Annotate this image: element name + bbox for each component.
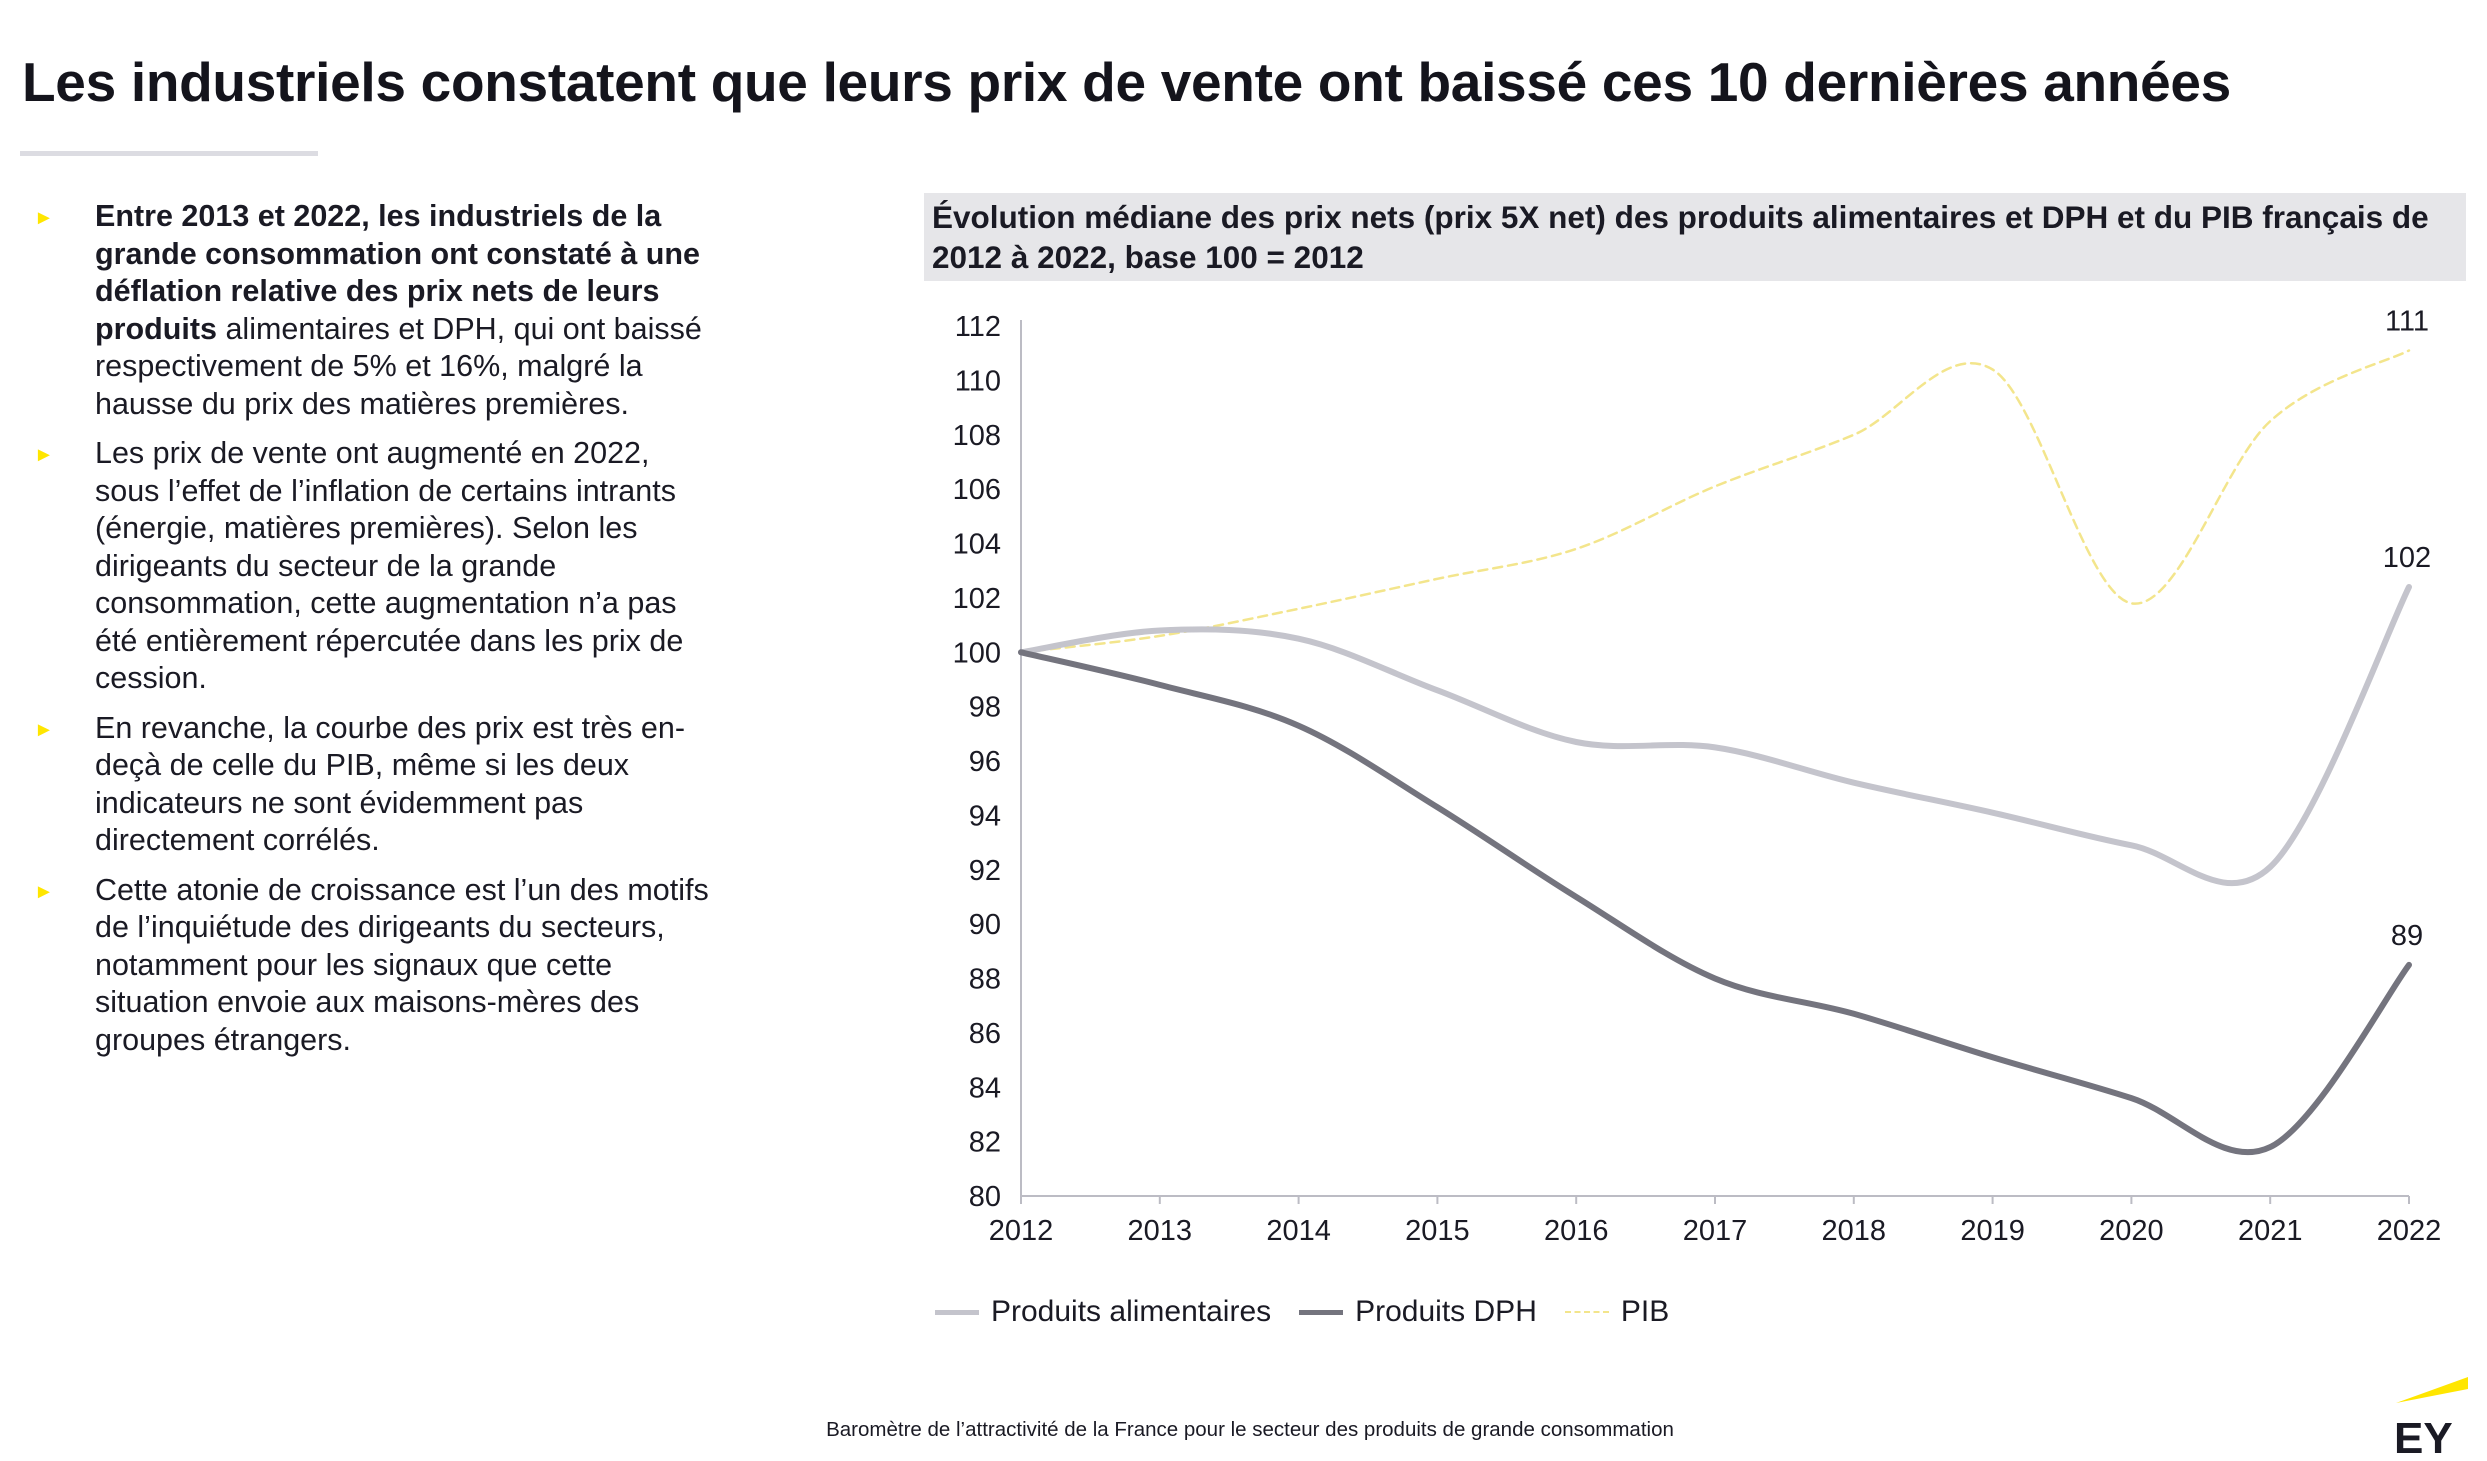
x-tick-label: 2013 — [1128, 1215, 1193, 1247]
x-tick-label: 2014 — [1266, 1215, 1331, 1247]
ey-logo-text: EY — [2394, 1414, 2453, 1457]
legend-label: Produits alimentaires — [991, 1295, 1272, 1328]
x-tick-label: 2022 — [2377, 1215, 2442, 1247]
legend-item: PIB — [1564, 1295, 1670, 1329]
footer-source: Baromètre de l’attractivité de la France… — [826, 1418, 1674, 1441]
x-tick-label: 2020 — [2099, 1215, 2164, 1247]
x-tick-label: 2016 — [1544, 1215, 1609, 1247]
y-tick-label: 110 — [955, 365, 1001, 397]
legend-swatch — [1564, 1311, 1609, 1313]
y-tick-label: 80 — [969, 1181, 1001, 1213]
x-tick-label: 2015 — [1405, 1215, 1470, 1247]
chart-title: Évolution médiane des prix nets (prix 5X… — [932, 199, 2429, 275]
series-line-pib — [1019, 349, 2411, 654]
y-tick-label: 84 — [969, 1072, 1001, 1104]
legend-swatch — [935, 1309, 979, 1315]
legend-swatch — [1299, 1309, 1344, 1315]
legend-item: Produits DPH — [1299, 1295, 1537, 1329]
bullet-arrow-icon: ► — [34, 718, 54, 741]
chart-title-box: Évolution médiane des prix nets (prix 5X… — [924, 193, 2466, 281]
y-tick-label: 82 — [969, 1127, 1001, 1159]
y-tick-label: 108 — [953, 420, 1001, 452]
bullet-bold-text: Entre 2013 et 2022, les industriels de l… — [95, 199, 700, 346]
ey-logo: EY — [2394, 1377, 2468, 1457]
bullet-text: Cette atonie de croissance est l’un des … — [95, 872, 709, 1057]
legend-label: Produits DPH — [1355, 1295, 1537, 1328]
y-tick-label: 112 — [955, 311, 1001, 343]
bullet-item: ► Cette atonie de croissance est l’un des… — [28, 872, 718, 1060]
bullet-arrow-icon: ► — [34, 880, 54, 903]
slide-title: Les industriels constatent que leurs pri… — [22, 51, 2231, 113]
end-value-label: 111 — [2385, 305, 2429, 337]
bullet-text: Les prix de vente ont augmenté en 2022, … — [95, 436, 684, 695]
y-tick-label: 94 — [969, 800, 1001, 832]
x-tick-label: 2018 — [1822, 1215, 1887, 1247]
end-value-label: 102 — [2383, 542, 2431, 574]
x-tick-label: 2021 — [2238, 1215, 2303, 1247]
chart-legend: Produits alimentaires Produits DPH PIB — [935, 1292, 1697, 1332]
title-underline — [20, 151, 318, 156]
y-tick-label: 92 — [969, 855, 1001, 887]
bullet-arrow-icon: ► — [34, 207, 54, 229]
y-tick-label: 100 — [953, 637, 1001, 669]
series-line-produits-dph — [1018, 649, 2412, 1156]
end-value-label: 89 — [2391, 920, 2423, 952]
y-tick-label: 88 — [969, 964, 1001, 996]
x-tick-label: 2012 — [989, 1215, 1054, 1247]
legend-item: Produits alimentaires — [935, 1295, 1271, 1329]
y-tick-label: 104 — [953, 529, 1001, 561]
y-tick-label: 106 — [953, 474, 1001, 506]
bullet-item: ► Les prix de vente ont augmenté en 2022,… — [28, 435, 718, 698]
bullet-text: alimentaires et DPH, qui ont baissé resp… — [95, 311, 702, 421]
y-tick-label: 96 — [969, 746, 1001, 778]
y-tick-label: 102 — [953, 583, 1001, 615]
bullet-text: En revanche, la courbe des prix est très… — [95, 710, 685, 858]
y-tick-label: 86 — [969, 1018, 1001, 1050]
bullet-arrow-icon: ► — [34, 444, 54, 466]
bullet-item: ► Entre 2013 et 2022, les industriels de … — [28, 198, 718, 423]
series-line-produits-alimentaires — [1018, 584, 2412, 887]
x-tick-label: 2017 — [1683, 1215, 1748, 1247]
bullet-list: ► Entre 2013 et 2022, les industriels de … — [28, 198, 718, 1071]
y-tick-label: 98 — [969, 692, 1001, 724]
ey-logo-beam — [2396, 1377, 2468, 1403]
bullet-item: ► En revanche, la courbe des prix est trè… — [28, 710, 718, 860]
x-tick-label: 2019 — [1960, 1215, 2025, 1247]
y-tick-label: 90 — [969, 909, 1001, 941]
line-chart: 80 82 84 86 88 90 92 94 96 98 100 102 104 106 108 110 11… — [953, 305, 2442, 1247]
legend-label: PIB — [1620, 1295, 1670, 1328]
